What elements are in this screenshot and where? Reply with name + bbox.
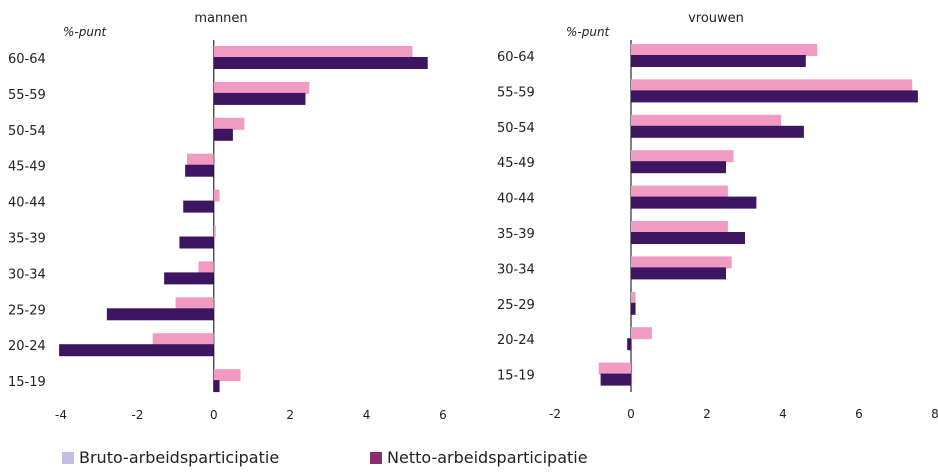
category-label-20-24: 20-24 (8, 339, 46, 354)
x-tick-label-mannen: -4 (55, 408, 67, 422)
category-label-25-29: 25-29 (8, 303, 46, 318)
bar-bruto-vrouwen-40-44 (631, 185, 728, 198)
bar-netto-mannen-35-39 (179, 236, 214, 249)
category-label-50-54: 50-54 (497, 121, 535, 136)
bar-netto-vrouwen-25-29 (631, 302, 636, 315)
x-tick-label-vrouwen: -2 (549, 407, 561, 421)
bar-netto-mannen-45-49 (185, 164, 214, 177)
category-label-35-39: 35-39 (497, 227, 535, 242)
bar-bruto-vrouwen-20-24 (631, 327, 652, 340)
x-tick-label-vrouwen: 4 (779, 407, 787, 421)
category-label-40-44: 40-44 (497, 192, 535, 207)
legend-item-netto: Netto-arbeidsparticipatie (370, 448, 588, 467)
category-label-25-29: 25-29 (497, 298, 535, 313)
bar-netto-mannen-60-64 (213, 57, 428, 69)
legend-item-bruto: Bruto-arbeidsparticipatie (62, 448, 279, 467)
bar-netto-vrouwen-50-54 (631, 125, 804, 138)
bar-netto-mannen-40-44 (183, 200, 214, 213)
category-label-45-49: 45-49 (8, 160, 46, 175)
bar-bruto-vrouwen-55-59 (631, 79, 913, 92)
legend-label-bruto: Bruto-arbeidsparticipatie (79, 448, 280, 467)
x-tick-label-mannen: -2 (131, 408, 143, 422)
chart-title-vrouwen: vrouwen (688, 11, 744, 26)
bar-bruto-vrouwen-30-34 (631, 256, 732, 269)
bar-netto-mannen-55-59 (213, 92, 306, 105)
bar-bruto-vrouwen-45-49 (631, 150, 734, 163)
bar-bruto-vrouwen-25-29 (631, 291, 636, 304)
category-label-55-59: 55-59 (8, 88, 46, 103)
bar-netto-mannen-15-19 (213, 380, 220, 393)
category-label-15-19: 15-19 (8, 375, 46, 390)
bar-netto-vrouwen-15-19 (600, 373, 631, 386)
unit-label-vrouwen: %-punt (566, 25, 611, 39)
bar-bruto-mannen-15-19 (213, 369, 241, 382)
x-tick-label-mannen: 0 (210, 408, 218, 422)
bar-bruto-vrouwen-60-64 (631, 44, 818, 56)
bar-bruto-vrouwen-35-39 (631, 221, 728, 233)
bar-netto-mannen-25-29 (106, 308, 214, 321)
category-label-60-64: 60-64 (497, 50, 535, 65)
x-tick-label-vrouwen: 2 (703, 407, 711, 421)
bar-netto-mannen-50-54 (213, 128, 233, 141)
x-tick-label-vrouwen: 0 (627, 407, 635, 421)
bar-bruto-mannen-55-59 (213, 81, 310, 94)
chart-title-mannen: mannen (194, 11, 247, 26)
category-label-60-64: 60-64 (8, 52, 46, 67)
unit-label-mannen: %-punt (63, 25, 108, 39)
bar-bruto-mannen-50-54 (213, 117, 245, 130)
bar-bruto-vrouwen-15-19 (598, 362, 631, 375)
category-label-30-34: 30-34 (8, 267, 46, 282)
category-label-15-19: 15-19 (497, 369, 535, 384)
bar-netto-vrouwen-60-64 (631, 55, 806, 67)
bar-bruto-vrouwen-50-54 (631, 114, 782, 127)
category-label-40-44: 40-44 (8, 196, 46, 211)
x-tick-label-vrouwen: 6 (855, 407, 863, 421)
bar-bruto-mannen-25-29 (175, 297, 214, 310)
legend-swatch-bruto (62, 451, 74, 464)
bar-bruto-mannen-40-44 (213, 189, 220, 202)
bar-netto-mannen-20-24 (59, 344, 214, 357)
bar-netto-mannen-30-34 (164, 272, 214, 285)
category-label-50-54: 50-54 (8, 124, 46, 139)
legend-label-netto: Netto-arbeidsparticipatie (387, 448, 588, 467)
bar-netto-vrouwen-40-44 (631, 196, 757, 209)
x-tick-label-vrouwen: 8 (931, 407, 938, 421)
bar-bruto-mannen-45-49 (187, 153, 214, 166)
category-label-55-59: 55-59 (497, 85, 535, 100)
x-tick-label-mannen: 2 (286, 408, 294, 422)
x-tick-label-mannen: 4 (363, 408, 371, 422)
bar-netto-vrouwen-45-49 (631, 161, 726, 174)
bar-netto-vrouwen-35-39 (631, 232, 745, 244)
bar-netto-vrouwen-55-59 (631, 90, 918, 103)
category-label-45-49: 45-49 (497, 156, 535, 171)
bar-netto-vrouwen-20-24 (627, 338, 631, 351)
bar-netto-vrouwen-30-34 (631, 267, 726, 280)
bar-bruto-mannen-60-64 (213, 46, 413, 58)
legend-swatch-netto (370, 451, 382, 464)
bar-bruto-mannen-35-39 (213, 225, 216, 238)
category-label-30-34: 30-34 (497, 262, 535, 277)
category-label-35-39: 35-39 (8, 232, 46, 247)
x-tick-label-mannen: 6 (439, 408, 447, 422)
category-label-20-24: 20-24 (497, 333, 535, 348)
bar-bruto-mannen-30-34 (198, 261, 214, 274)
bar-bruto-mannen-20-24 (152, 333, 214, 346)
